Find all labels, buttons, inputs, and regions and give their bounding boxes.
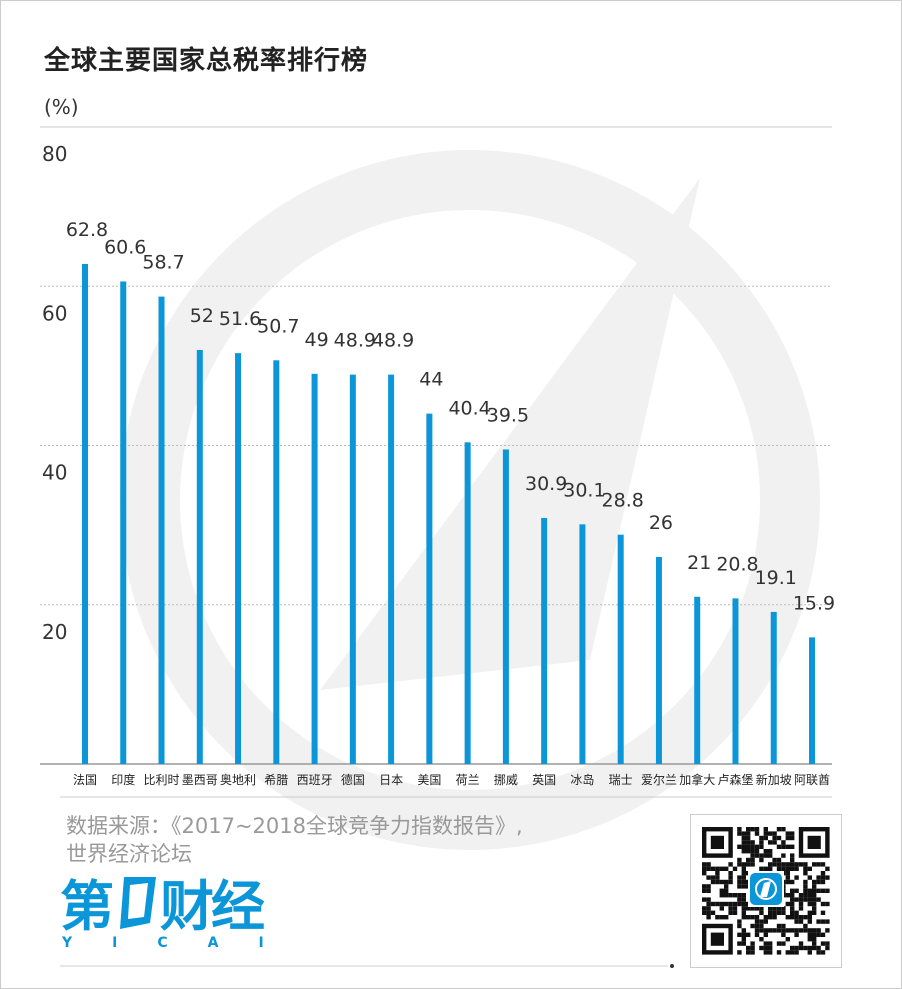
bar-荷兰: [464, 442, 471, 764]
x-tick-label: 德国: [341, 772, 365, 787]
y-tick-label: 60: [42, 301, 67, 325]
bar-挪威: [502, 449, 509, 764]
x-tick-label: 法国: [73, 773, 97, 787]
x-tick-label: 比利时: [144, 773, 180, 787]
x-tick-label: 冰岛: [570, 772, 594, 787]
data-label: 50.7: [257, 315, 299, 337]
bar-墨西哥: [196, 349, 203, 764]
bar-奥地利: [235, 353, 242, 764]
data-source: 数据来源：《2017~2018全球竞争力指数报告》, 世界经济论坛: [66, 812, 666, 868]
bar-希腊: [273, 360, 280, 764]
bar-爱尔兰: [655, 556, 662, 764]
data-label: 48.9: [372, 330, 414, 352]
svg-text:财经: 财经: [160, 875, 265, 938]
qr-code[interactable]: [690, 814, 842, 968]
x-tick-label: 希腊: [264, 772, 288, 787]
x-tick-label: 爱尔兰: [641, 772, 677, 787]
bar-英国: [541, 517, 548, 764]
data-label: 51.6: [219, 308, 261, 330]
bar-新加坡: [770, 611, 777, 764]
x-tick-label: 荷兰: [456, 773, 480, 787]
x-tick-label: 日本: [379, 773, 403, 787]
bar-美国: [426, 413, 433, 764]
bar-日本: [388, 374, 395, 764]
data-label: 20.8: [716, 553, 758, 575]
bar-加拿大: [694, 596, 701, 764]
svg-text:YICAI: YICAI: [61, 935, 290, 949]
x-tick-label: 印度: [111, 772, 135, 787]
y-tick-label: 80: [42, 142, 67, 166]
yicai-logo: 第 财经 YICAI: [60, 875, 290, 949]
bar-德国: [349, 374, 356, 764]
y-axis-unit: (%): [44, 95, 79, 119]
chart-title: 全球主要国家总税率排行榜: [44, 46, 369, 76]
source-line-2: 世界经济论坛: [66, 842, 192, 866]
x-tick-label: 卢森堡: [717, 772, 753, 787]
source-line-1: 数据来源：《2017~2018全球竞争力指数报告》,: [66, 814, 523, 838]
x-tick-label: 西班牙: [297, 773, 333, 787]
data-label: 60.6: [104, 236, 146, 258]
x-tick-label: 墨西哥: [182, 773, 218, 787]
data-label: 58.7: [142, 252, 184, 274]
bar-卢森堡: [732, 598, 739, 764]
data-label: 48.9: [334, 330, 376, 352]
watermark-logo: [120, 150, 820, 850]
data-label: 62.8: [66, 219, 108, 241]
data-label: 49: [304, 329, 328, 351]
x-tick-label: 挪威: [494, 773, 518, 787]
data-label: 30.9: [525, 473, 567, 495]
bar-法国: [82, 263, 88, 764]
x-tick-label: 加拿大: [679, 772, 715, 787]
bar-冰岛: [579, 524, 586, 764]
data-label: 21: [687, 552, 711, 574]
y-tick-label: 20: [42, 620, 67, 644]
data-label: 52: [190, 305, 214, 327]
x-tick-label: 瑞士: [609, 773, 633, 787]
bar-印度: [120, 281, 127, 764]
data-label: 40.4: [448, 397, 490, 419]
x-tick-label: 奥地利: [220, 773, 256, 787]
data-label: 44: [419, 369, 443, 391]
bar-西班牙: [311, 373, 318, 764]
bar-阿联酋: [809, 637, 815, 764]
data-label: 19.1: [755, 567, 797, 589]
x-tick-label: 英国: [532, 773, 556, 787]
data-label: 39.5: [487, 404, 529, 426]
x-tick-label: 阿联酋: [794, 772, 830, 787]
y-tick-label: 40: [42, 461, 67, 485]
data-label: 30.1: [563, 479, 605, 501]
x-tick-label: 美国: [417, 773, 441, 787]
bar-瑞士: [617, 534, 624, 764]
divider-dot: [670, 964, 674, 968]
svg-text:第: 第: [60, 875, 112, 938]
data-label: 15.9: [793, 592, 835, 614]
bar-比利时: [158, 296, 165, 764]
data-label: 28.8: [602, 490, 644, 512]
x-tick-label: 新加坡: [756, 772, 792, 787]
data-label: 26: [649, 512, 673, 534]
